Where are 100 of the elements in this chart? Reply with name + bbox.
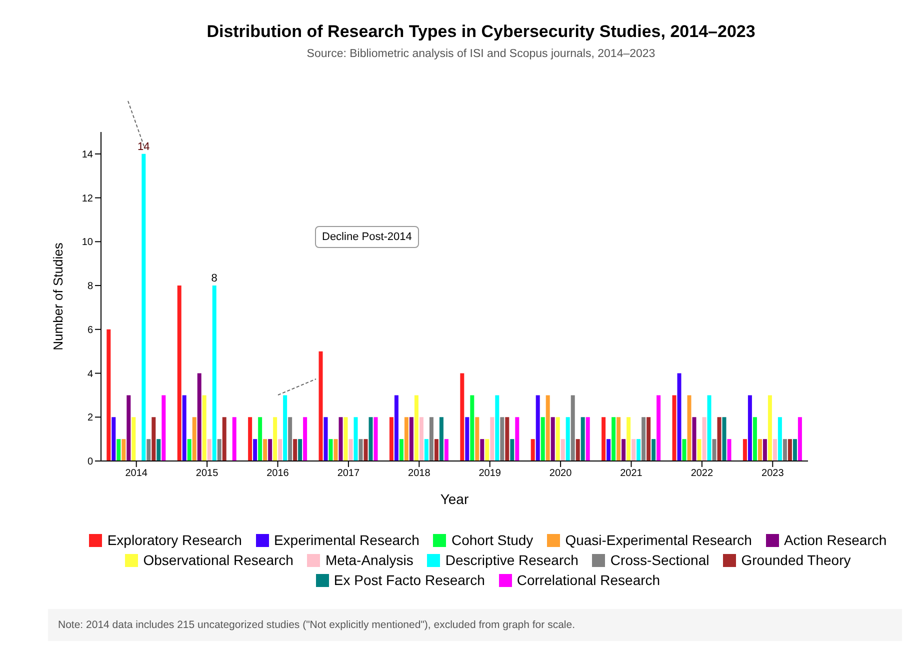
legend-label: Correlational Research <box>516 571 660 590</box>
bar <box>677 373 682 461</box>
bar <box>232 417 236 461</box>
bar <box>424 439 428 461</box>
bar <box>278 439 282 461</box>
bar <box>636 439 641 461</box>
bar <box>772 439 777 461</box>
bar <box>530 439 535 461</box>
bar <box>505 417 510 461</box>
bar <box>697 439 702 461</box>
bar <box>358 439 363 461</box>
legend-label: Quasi-Experimental Research <box>564 531 752 550</box>
bar <box>324 417 328 461</box>
bar <box>692 417 696 461</box>
bar <box>263 439 268 461</box>
bar <box>762 439 767 461</box>
bar <box>742 439 747 461</box>
bar <box>389 417 394 461</box>
bar <box>586 417 590 461</box>
bar <box>717 417 722 461</box>
bar <box>318 351 323 461</box>
bar <box>798 417 802 461</box>
bar <box>112 417 116 461</box>
bar <box>712 439 716 461</box>
bar <box>217 439 222 461</box>
x-tick-label: 2016 <box>266 468 290 480</box>
bar <box>702 417 706 461</box>
bar <box>475 417 480 461</box>
legend-label: Exploratory Research <box>106 531 242 550</box>
bar <box>727 439 732 461</box>
bar <box>116 439 121 461</box>
bar <box>642 417 646 461</box>
bar <box>192 417 196 461</box>
bar <box>338 417 343 461</box>
bar <box>576 439 580 461</box>
bar <box>602 417 606 461</box>
chart-subtitle: Source: Bibliometric analysis of ISI and Scopus journals, 2014–2023 <box>306 48 656 60</box>
x-tick-label: 2018 <box>408 468 431 480</box>
bar <box>606 439 611 461</box>
x-axis-title: Year <box>440 491 469 507</box>
bar <box>409 417 414 461</box>
bar <box>258 417 262 461</box>
bar <box>146 439 151 461</box>
legend-label: Meta-Analysis <box>324 551 414 570</box>
bar <box>480 439 484 461</box>
bar <box>132 417 136 461</box>
bar <box>344 417 348 461</box>
bar <box>207 439 212 461</box>
bar <box>202 395 206 461</box>
bar <box>515 417 520 461</box>
bar <box>156 439 161 461</box>
bar <box>646 417 651 461</box>
data-label: 14 <box>138 140 150 153</box>
bar <box>485 439 490 461</box>
bar <box>652 439 656 461</box>
y-axis-title: Number of Studies <box>50 242 66 350</box>
bar <box>687 395 692 461</box>
bar <box>348 439 353 461</box>
bar <box>580 417 585 461</box>
bar <box>152 417 156 461</box>
bar <box>328 439 333 461</box>
bar <box>612 417 616 461</box>
bar <box>182 395 186 461</box>
bar <box>536 395 540 461</box>
bar <box>106 329 111 461</box>
x-tick-label: 2019 <box>478 468 502 480</box>
legend-label: Grounded Theory <box>740 551 851 570</box>
bar <box>556 417 560 461</box>
x-tick-label: 2017 <box>337 468 360 480</box>
bar <box>460 373 464 461</box>
bar <box>778 417 782 461</box>
bar <box>768 395 772 461</box>
bar <box>490 417 494 461</box>
y-tick-label: 10 <box>82 237 94 248</box>
bar <box>248 417 252 461</box>
bar <box>782 439 787 461</box>
bar <box>162 395 166 461</box>
bar <box>752 417 757 461</box>
bar <box>672 395 676 461</box>
bar <box>748 395 752 461</box>
bar <box>303 417 308 461</box>
bar <box>439 417 444 461</box>
legend-label: Cohort Study <box>450 531 534 550</box>
bar <box>334 439 338 461</box>
y-tick-label: 8 <box>87 281 94 292</box>
bar <box>394 395 398 461</box>
bar <box>465 417 470 461</box>
x-tick-label: 2015 <box>196 468 219 480</box>
legend-label: Experimental Research <box>272 531 420 550</box>
x-tick-label: 2020 <box>549 468 572 480</box>
bar <box>419 417 424 461</box>
bar <box>500 417 504 461</box>
bar <box>253 439 258 461</box>
bar <box>682 439 686 461</box>
bar <box>212 286 216 461</box>
bar <box>414 395 418 461</box>
x-tick-label: 2014 <box>125 468 148 480</box>
bar <box>632 439 636 461</box>
legend-label: Descriptive Research <box>444 551 578 570</box>
bar <box>283 395 288 461</box>
